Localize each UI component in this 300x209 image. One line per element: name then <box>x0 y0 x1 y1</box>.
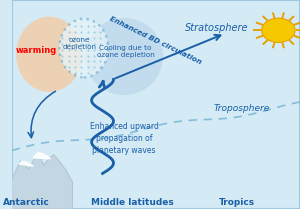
Text: Enhanced BD circulation: Enhanced BD circulation <box>109 16 203 66</box>
Ellipse shape <box>85 18 163 95</box>
Text: Tropics: Tropics <box>218 198 255 207</box>
Text: Cooling due to
ozone depletion: Cooling due to ozone depletion <box>97 45 154 59</box>
Text: Stratosphere: Stratosphere <box>185 23 248 33</box>
FancyBboxPatch shape <box>12 0 300 209</box>
Text: Troposphere: Troposphere <box>214 104 270 113</box>
Polygon shape <box>19 161 33 166</box>
Polygon shape <box>12 153 72 209</box>
Text: ozone
depletion: ozone depletion <box>62 37 97 50</box>
Circle shape <box>262 18 295 42</box>
Polygon shape <box>33 153 51 159</box>
Text: Enhanced upward
propagation of
planetary waves: Enhanced upward propagation of planetary… <box>90 122 159 155</box>
Polygon shape <box>12 153 72 209</box>
Text: Middle latitudes: Middle latitudes <box>92 198 174 207</box>
Ellipse shape <box>16 17 83 92</box>
Text: warming: warming <box>16 46 57 55</box>
Text: Antarctic: Antarctic <box>3 198 50 207</box>
Ellipse shape <box>59 19 108 77</box>
